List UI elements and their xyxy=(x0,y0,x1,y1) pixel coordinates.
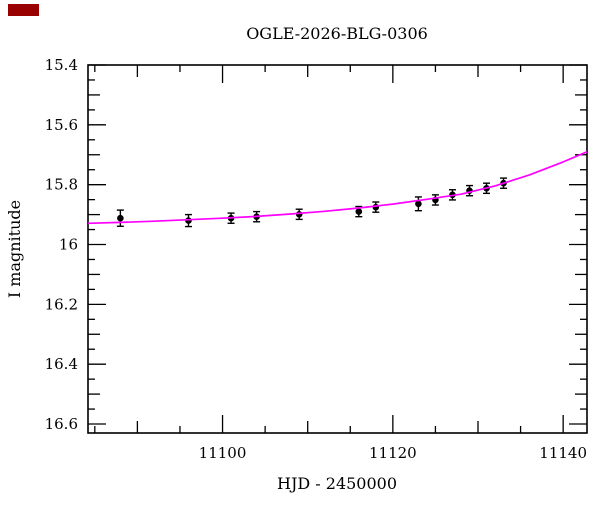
corner-red-mark xyxy=(8,4,39,16)
axis-ticks xyxy=(88,64,587,433)
y-tick-label: 16.4 xyxy=(45,355,78,373)
data-point-marker xyxy=(415,200,422,208)
x-axis-title: HJD - 2450000 xyxy=(277,474,397,493)
axis-tick-labels: 11100 11120 11140 15.4 15.6 15.8 16 16.2 16.4 16.… xyxy=(45,56,587,462)
model-curve xyxy=(87,151,588,225)
y-tick-label: 15.4 xyxy=(45,56,78,74)
y-tick-label: 16 xyxy=(59,236,78,254)
plot-title: OGLE-2026-BLG-0306 xyxy=(246,24,428,43)
data-point-marker xyxy=(117,214,124,222)
y-tick-label: 16.2 xyxy=(45,295,78,313)
x-tick-label: 11120 xyxy=(369,444,417,462)
data-point-marker xyxy=(355,208,363,215)
plot-frame xyxy=(87,64,588,434)
y-tick-label: 15.8 xyxy=(45,176,78,194)
data-series-layer xyxy=(87,151,588,228)
y-tick-label: 16.6 xyxy=(45,415,78,433)
x-tick-label: 11140 xyxy=(539,444,587,462)
data-points xyxy=(116,177,508,228)
y-axis-title: I magnitude xyxy=(5,200,24,298)
x-tick-label: 11100 xyxy=(199,444,247,462)
y-tick-label: 15.6 xyxy=(45,116,78,134)
